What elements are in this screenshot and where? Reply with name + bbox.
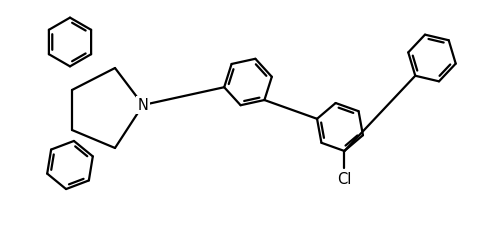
- Text: N: N: [138, 97, 148, 113]
- Text: Cl: Cl: [337, 172, 351, 187]
